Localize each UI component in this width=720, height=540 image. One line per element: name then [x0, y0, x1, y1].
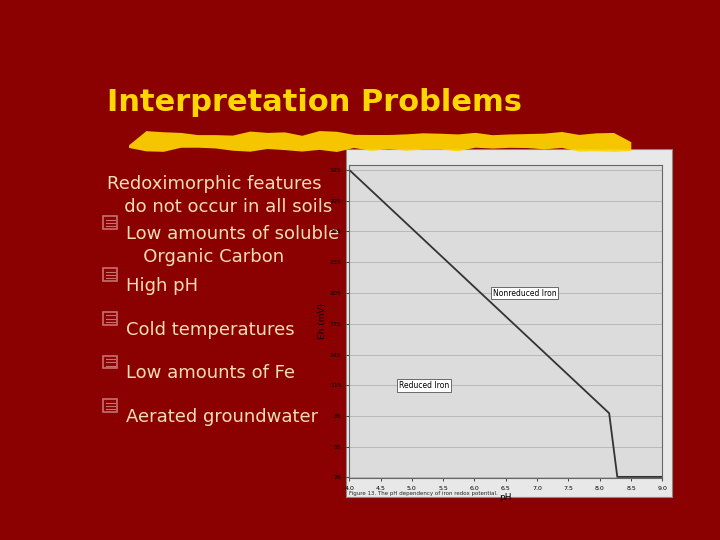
- Text: Aerated groundwater: Aerated groundwater: [126, 408, 318, 426]
- FancyBboxPatch shape: [104, 356, 117, 368]
- FancyBboxPatch shape: [104, 268, 117, 281]
- Text: Nonreduced Iron: Nonreduced Iron: [492, 288, 557, 298]
- Text: High pH: High pH: [126, 277, 199, 295]
- Text: Reduced Iron: Reduced Iron: [400, 381, 449, 390]
- Text: Redoximorphic features
   do not occur in all soils: Redoximorphic features do not occur in a…: [107, 175, 332, 216]
- FancyBboxPatch shape: [104, 400, 117, 412]
- Text: Low amounts of Fe: Low amounts of Fe: [126, 364, 295, 382]
- FancyBboxPatch shape: [104, 312, 117, 325]
- Text: Cold temperatures: Cold temperatures: [126, 321, 295, 339]
- FancyBboxPatch shape: [104, 217, 117, 229]
- Y-axis label: Eh (mV): Eh (mV): [318, 303, 327, 339]
- X-axis label: pH: pH: [500, 494, 512, 502]
- Polygon shape: [129, 131, 631, 152]
- Text: Low amounts of soluble
   Organic Carbon: Low amounts of soluble Organic Carbon: [126, 225, 340, 266]
- Text: Interpretation Problems: Interpretation Problems: [107, 87, 522, 117]
- Text: Figure 13. The pH dependency of iron redox potential.: Figure 13. The pH dependency of iron red…: [349, 491, 498, 496]
